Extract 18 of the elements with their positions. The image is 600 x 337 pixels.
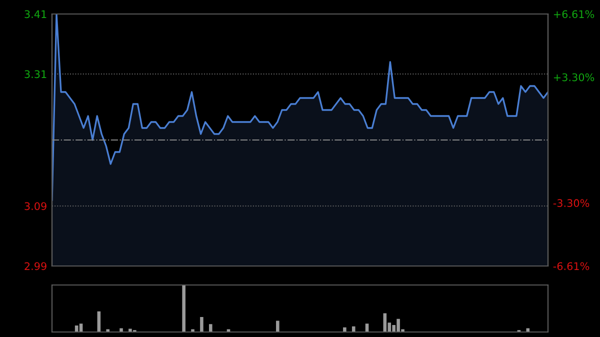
bar: [208, 324, 212, 332]
bar: [120, 328, 123, 332]
y-tick-label: 3.09: [24, 202, 46, 210]
bar: [200, 317, 204, 332]
bar: [526, 328, 530, 332]
bar: [352, 326, 356, 332]
y2-tick-label: -3.30%: [553, 199, 590, 208]
bar: [191, 329, 194, 332]
y-tick-label: 3.41: [24, 10, 46, 18]
y-tick-label: 2.99: [24, 262, 46, 270]
y-tick-label: 3.31: [24, 70, 46, 78]
bar: [182, 285, 186, 332]
y2-tick-label: -6.61%: [553, 262, 590, 270]
y2-tick-label: +3.30%: [554, 73, 594, 82]
bar: [343, 327, 346, 332]
bar: [106, 329, 110, 332]
y2-tick-label: +6.61%: [554, 10, 594, 18]
bar: [276, 320, 280, 332]
